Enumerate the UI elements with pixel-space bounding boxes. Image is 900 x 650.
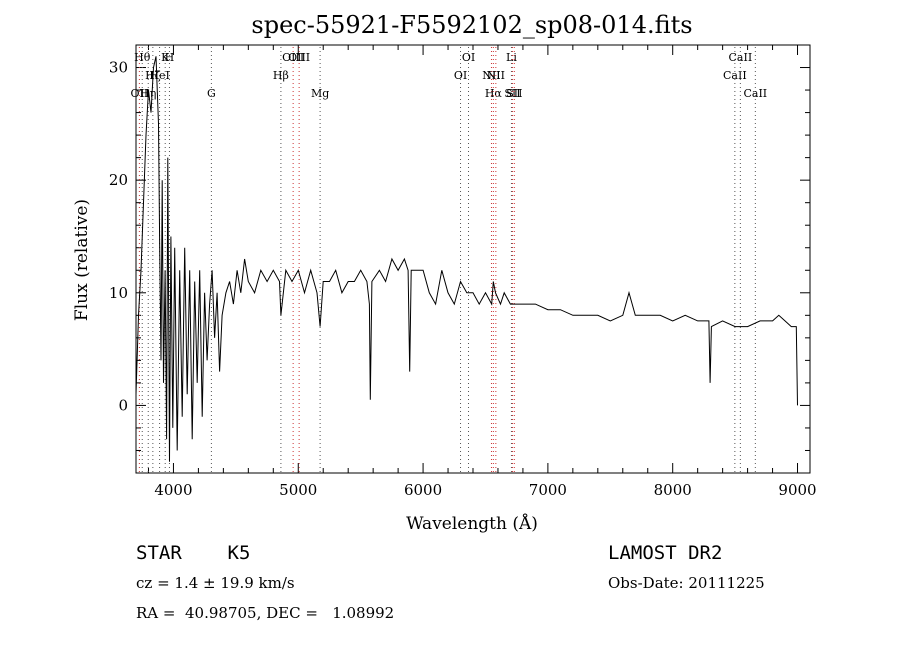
object-class: STAR K5 xyxy=(136,542,251,564)
y-tick-label: 10 xyxy=(109,284,128,302)
coordinates-ra-dec: RA = 40.98705, DEC = 1.08992 xyxy=(136,604,395,622)
y-tick-label: 30 xyxy=(109,59,128,77)
spectral-line-label: OIII xyxy=(282,51,304,64)
x-tick-label: 9000 xyxy=(778,481,816,499)
spectral-line-markers: OIIHθHηHζHeIKHGHβOIIIOIIIMgOIOINIIHαNIIL… xyxy=(131,47,767,473)
spectral-line-label: NII xyxy=(482,69,500,82)
x-tick-label: 6000 xyxy=(404,481,442,499)
spectral-line-label: H xyxy=(165,51,175,64)
spectral-line-label: OI xyxy=(462,51,475,64)
survey-name: LAMOST DR2 xyxy=(608,542,723,564)
spectral-line-label: Li xyxy=(506,51,517,64)
spectral-line-label: OI xyxy=(454,69,467,82)
spectral-line-label: Hβ xyxy=(273,69,289,82)
spectral-line-label: OIII xyxy=(288,51,310,64)
x-tick-label: 5000 xyxy=(279,481,317,499)
spectral-line-label: K xyxy=(161,51,170,64)
x-axis-label: Wavelength (Å) xyxy=(406,513,538,534)
spectral-line-label: CaII xyxy=(723,69,747,82)
series-layer xyxy=(135,56,798,462)
spectrum-line-series-0 xyxy=(135,56,798,462)
observation-date: Obs-Date: 20111225 xyxy=(608,574,765,592)
spectral-line-label: OII xyxy=(131,87,149,100)
y-axis-label: Flux (relative) xyxy=(72,199,92,321)
spectral-line-label: Hα xyxy=(485,87,503,100)
plot-frame xyxy=(135,44,811,474)
x-tick-label: 4000 xyxy=(154,481,192,499)
spectral-line-label: NII xyxy=(487,69,505,82)
spectral-line-label: G xyxy=(207,87,216,100)
chart-title: spec-55921-F5592102_sp08-014.fits xyxy=(251,11,692,39)
spectral-line-label: SII xyxy=(506,87,522,100)
spectral-line-label: CaII xyxy=(743,87,767,100)
spectral-line-label: SII xyxy=(504,87,520,100)
spectral-line-label: CaII xyxy=(729,51,753,64)
spectral-line-label: Mg xyxy=(311,87,329,100)
redshift-cz: cz = 1.4 ± 19.9 km/s xyxy=(136,574,295,592)
spectral-line-label: Hθ xyxy=(134,51,151,64)
spectral-line-label: HeI xyxy=(149,69,169,82)
x-tick-label: 7000 xyxy=(529,481,567,499)
y-tick-label: 0 xyxy=(118,396,128,414)
axes-layer: 4000 5000 6000 7000 8000 9000 0 10 20 30 xyxy=(109,44,817,499)
x-tick-label: 8000 xyxy=(654,481,692,499)
y-tick-label: 20 xyxy=(109,171,128,189)
